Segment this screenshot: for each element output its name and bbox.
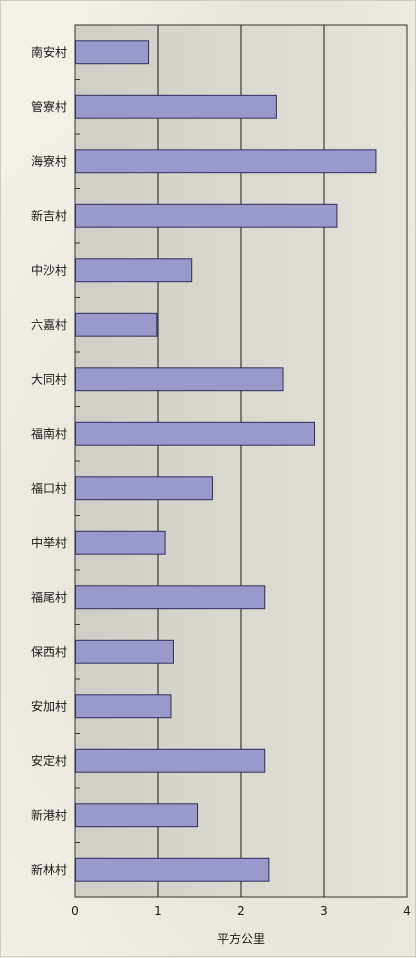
bar [75, 258, 193, 283]
category-label: 海寮村 [31, 153, 67, 168]
x-tick-label: 4 [403, 904, 411, 918]
category-label: 管寮村 [31, 99, 67, 114]
category-label: 安定村 [31, 753, 67, 768]
bar [75, 40, 150, 65]
category-label: 中举村 [31, 535, 67, 550]
category-labels: 南安村管寮村海寮村新吉村中沙村六嘉村大同村福南村福口村中举村福尾村保西村安加村安… [31, 44, 67, 877]
category-label: 新吉村 [31, 208, 67, 223]
x-tick-labels: 0 1 2 3 4 [71, 904, 411, 918]
bar [75, 421, 316, 446]
category-label: 保西村 [31, 645, 67, 659]
category-label: 福尾村 [31, 589, 67, 604]
bar [75, 585, 266, 610]
bars-group [75, 40, 377, 882]
bar [75, 203, 338, 228]
category-label: 大同村 [31, 372, 67, 386]
bar [75, 312, 158, 337]
bar [75, 476, 213, 501]
bar [75, 149, 377, 174]
category-label: 新港村 [31, 807, 67, 822]
category-label: 福南村 [31, 426, 67, 441]
category-label: 南安村 [31, 44, 67, 59]
x-axis-title: 平方公里 [217, 931, 265, 946]
category-label: 中沙村 [31, 262, 67, 277]
x-tick-label: 2 [237, 904, 245, 918]
bar [75, 639, 174, 664]
bar [75, 367, 284, 392]
bar [75, 530, 166, 555]
bar [75, 857, 270, 882]
bar [75, 694, 172, 719]
x-tick-label: 0 [71, 904, 79, 918]
x-tick-label: 1 [154, 904, 162, 918]
bar [75, 94, 277, 119]
bar [75, 803, 199, 828]
category-label: 安加村 [31, 698, 67, 713]
category-label: 六嘉村 [31, 318, 67, 332]
category-label: 福口村 [31, 480, 67, 495]
category-label: 新林村 [31, 862, 67, 877]
x-tick-label: 3 [320, 904, 328, 918]
bar [75, 748, 266, 773]
